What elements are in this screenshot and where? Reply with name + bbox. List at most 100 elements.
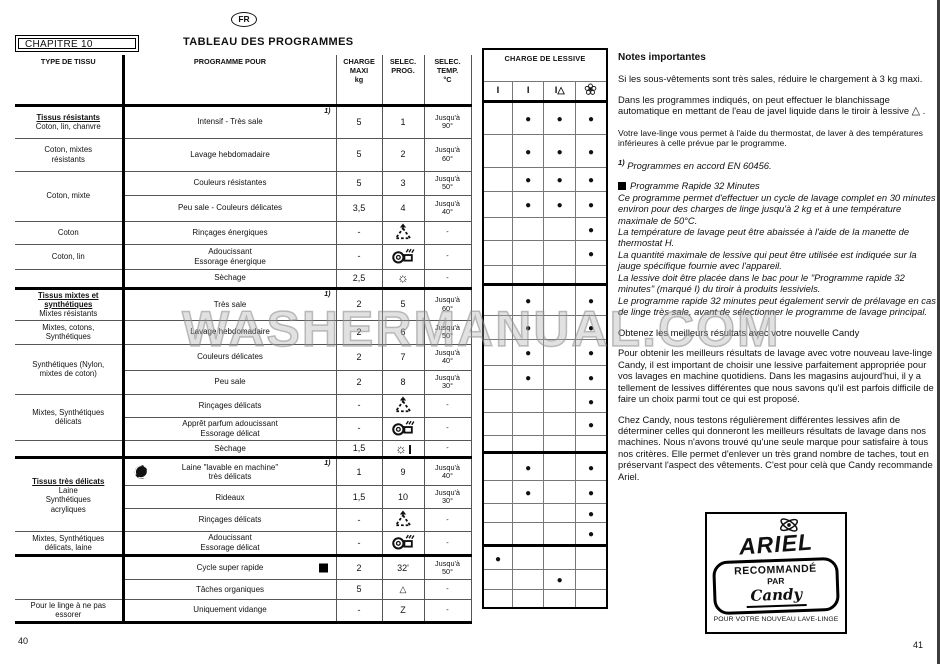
rinse-delicate-icon <box>381 508 425 533</box>
col-header-temp: SELEC. TEMP. °C <box>424 55 472 105</box>
detergent-row: ● <box>482 411 608 436</box>
detergent-dot-cell <box>511 264 545 285</box>
dot-indicator: ● <box>587 114 594 125</box>
dot-indicator: ● <box>587 175 594 186</box>
black-square-icon <box>618 182 626 191</box>
tissue-line: Tissus résistants <box>36 112 101 122</box>
detergent-dot-cell: ● <box>543 133 576 168</box>
detergent-dot-cell: ● <box>574 450 608 481</box>
detergent-dot-cell: ● <box>574 388 608 413</box>
program-selector-cell: 9 <box>381 456 425 487</box>
program-name-line: Sèchage <box>214 443 246 453</box>
max-load-cell: 2 <box>335 343 383 371</box>
program-name-cell: Tâches organiques <box>122 578 337 600</box>
dot-indicator: ● <box>587 348 594 359</box>
detergent-dot-cell: ● <box>511 133 545 168</box>
dot-indicator: ● <box>587 529 594 540</box>
detergent-dot-cell: ● <box>574 411 608 436</box>
black-square-icon <box>318 563 328 573</box>
notes-column: Notes importantes Si les sous-vêtements … <box>618 52 936 491</box>
max-load-cell: - <box>335 598 383 624</box>
footnote-text: Programmes en accord EN 60456. <box>627 159 772 171</box>
program-name-cell: Apprêt parfum adoucissant Essorage délica… <box>122 416 337 441</box>
dot-indicator: ● <box>525 323 532 334</box>
temperature-cell: - <box>423 220 472 245</box>
dot-indicator: ● <box>587 508 594 520</box>
detergent-table-title: CHARGE DE LESSIVE <box>483 49 607 82</box>
detergent-dot-cell <box>543 239 576 266</box>
dot-indicator: ● <box>587 146 594 158</box>
dot-indicator: ● <box>587 373 594 384</box>
program-name-cell: Couleurs résistantes <box>122 170 337 196</box>
detergent-dot-cell <box>511 388 545 413</box>
detergent-dot-cell <box>511 502 545 523</box>
temperature-cell: Jusqu'à 30° <box>423 485 472 510</box>
dot-indicator: ● <box>587 462 594 474</box>
program-name-cell: Peu sale <box>122 369 337 395</box>
detergent-row: ● <box>482 502 608 523</box>
detergent-dot-cell <box>482 216 513 241</box>
program-selector-cell: 8 <box>381 369 425 395</box>
compartment-symbol: I△ <box>543 80 576 103</box>
temperature-cell: Jusqu'à 40° <box>423 194 472 222</box>
detergent-dot-cell: ● <box>511 338 545 366</box>
compartment-symbol: I <box>511 80 545 103</box>
tissue-type-cell: Coton <box>15 220 125 245</box>
temperature-cell: Jusqu'à 90° <box>423 103 472 139</box>
rapid-program-note: Programme Rapide 32 Minutes Ce programme … <box>618 180 936 318</box>
note-paragraph-ariel: Chez Candy, nous testons régulièrement d… <box>618 413 933 482</box>
detergent-dot-cell <box>511 239 545 266</box>
program-name-cell: Sèchage <box>122 439 337 459</box>
temperature-cell: Jusqu'à 40° <box>423 343 472 371</box>
note-paragraph-underwear: Si les sous-vêtements sont très sales, r… <box>618 73 936 84</box>
tissue-line: délicats <box>55 417 82 427</box>
program-name-line: Essorage délicat <box>200 428 260 438</box>
program-name-line: Très sale <box>213 299 247 309</box>
detergent-dot-cell: ● <box>574 216 608 241</box>
detergent-dot-cell <box>482 364 513 390</box>
tissue-line: Synthétiques <box>45 332 91 342</box>
detergent-dot-cell <box>511 521 545 546</box>
tissue-type-cell: Tissus très délicats Laine Synthétiques acr… <box>15 456 125 533</box>
detergent-dot-cell: ● <box>511 364 545 390</box>
detergent-dot-cell <box>543 543 576 570</box>
detergent-dot-cell: ● <box>543 568 576 590</box>
detergent-dot-cell: ● <box>574 166 608 192</box>
detergent-dot-cell: ● <box>511 282 545 316</box>
program-name-cell: Rideaux <box>122 485 337 510</box>
program-name-line: Apprêt parfum adoucissant <box>182 418 278 428</box>
note-paragraph-thermostat: Votre lave-linge vous permet à l'aide du… <box>618 127 923 149</box>
detergent-dot-cell <box>511 216 545 241</box>
atom-icon <box>733 515 845 535</box>
program-selector-cell: 3 <box>381 170 425 196</box>
program-name-line: Lavage hebdomadaire <box>190 327 270 337</box>
tissue-type-cell: Tissus résistants Coton, lin, chanvre <box>15 103 125 139</box>
tissue-line: Laine <box>58 485 78 495</box>
footnote-marker: 1) <box>324 460 331 468</box>
page-number-left: 40 <box>18 636 29 646</box>
program-name-line: Essorage délicat <box>200 543 260 553</box>
detergent-dot-cell <box>482 190 513 218</box>
language-badge: FR <box>231 12 257 27</box>
candy-logo: Candy <box>746 584 807 609</box>
detergent-dot-cell: ● <box>511 166 545 192</box>
detergent-dot-cell: ● <box>482 543 513 570</box>
detergent-table: CHARGE DE LESSIVE I I I△ ● ● ● ● ● ● ● ● ● ● ● ● ● ● ● ● ●… <box>482 48 608 609</box>
dot-indicator: ● <box>525 175 532 186</box>
detergent-dot-cell <box>543 314 576 340</box>
detergent-dot-cell <box>511 434 545 453</box>
tissue-line: Coton <box>57 227 79 237</box>
detergent-dot-cell <box>482 264 513 285</box>
note-text: . <box>920 105 926 117</box>
program-row: Synthétiques (Nylon, mixtes de coton) Coul… <box>15 343 472 395</box>
detergent-dot-cell <box>482 568 513 590</box>
detergent-dot-cell <box>482 166 513 192</box>
temperature-cell: Jusqu'à 60° <box>423 137 472 172</box>
program-name-cell: Intensif - Très sale 1) <box>122 103 337 139</box>
tissue-line: mixtes de coton) <box>39 369 97 379</box>
recommendation-stamp: RECOMMANDÉ PAR Candy <box>712 556 840 616</box>
max-load-cell: - <box>335 531 383 556</box>
tissue-line: Synthétiques <box>45 495 91 505</box>
program-name-cell: Uniquement vidange <box>122 598 337 624</box>
tissue-type-cell: Synthétiques (Nylon, mixtes de coton) <box>15 343 125 395</box>
